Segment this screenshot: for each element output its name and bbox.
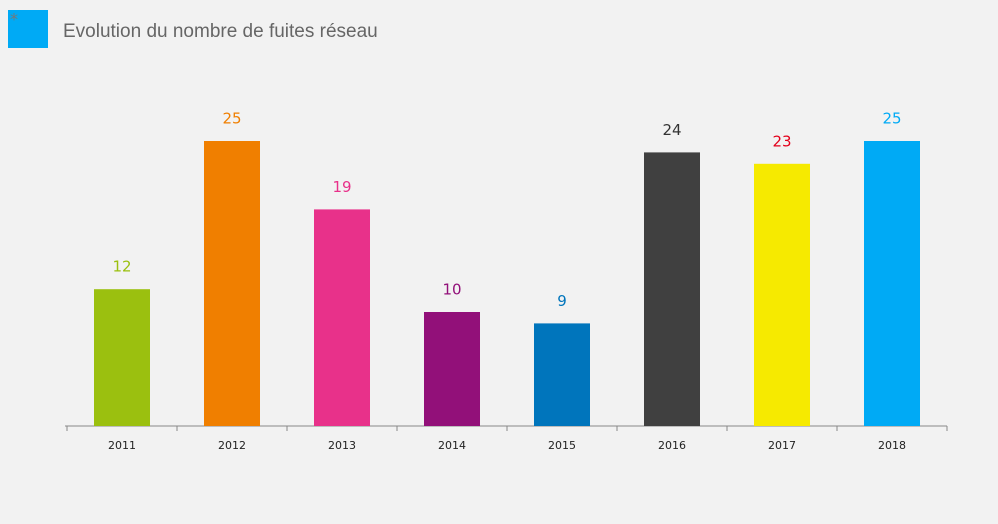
value-label: 9: [557, 292, 567, 310]
x-tick-label: 2016: [658, 439, 686, 452]
bar: [94, 289, 150, 426]
value-label: 24: [662, 121, 681, 139]
x-tick-label: 2011: [108, 439, 136, 452]
value-label: 19: [332, 178, 351, 196]
bar: [864, 141, 920, 426]
bar: [644, 152, 700, 426]
value-label: 25: [222, 110, 241, 128]
value-label: 25: [882, 110, 901, 128]
value-label: 10: [442, 281, 461, 299]
x-tick-label: 2015: [548, 439, 576, 452]
value-label: 12: [112, 258, 131, 276]
bar: [754, 163, 810, 427]
title-badge: [8, 10, 48, 48]
bar: [204, 141, 260, 426]
bar: [424, 312, 480, 426]
x-tick-label: 2014: [438, 439, 466, 452]
x-tick-label: 2017: [768, 439, 796, 452]
bar: [534, 323, 590, 426]
value-label: 23: [772, 132, 791, 150]
x-tick-label: 2018: [878, 439, 906, 452]
badge-star: *: [10, 10, 18, 29]
x-tick-label: 2013: [328, 439, 356, 452]
bar: [314, 209, 370, 426]
chart-title: Evolution du nombre de fuites réseau: [63, 21, 378, 42]
x-tick-label: 2012: [218, 439, 246, 452]
